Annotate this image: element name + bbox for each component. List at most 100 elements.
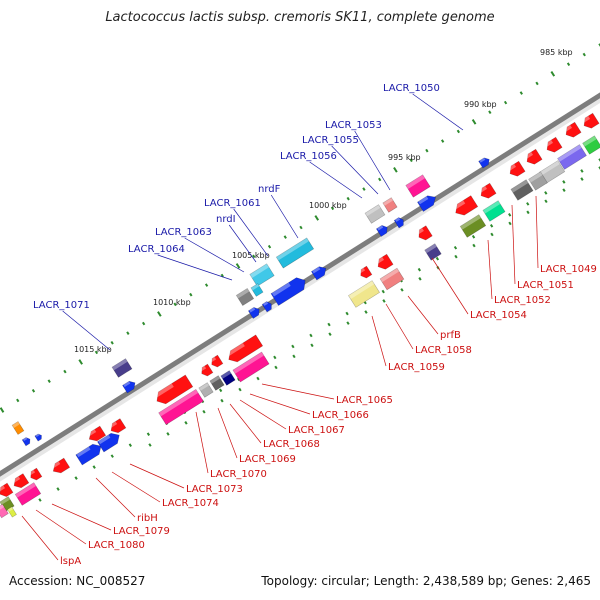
gene-feature: [158, 388, 204, 426]
leader-line: [354, 130, 391, 191]
tick-mark: [128, 443, 132, 447]
leader-line: [239, 399, 287, 430]
gene-feature: [482, 200, 506, 222]
leader-line: [309, 161, 363, 199]
tick-mark: [220, 273, 224, 278]
gene-feature: [358, 265, 373, 279]
gene-label-LACR_1053: LACR_1053: [325, 120, 382, 131]
gene-feature: [51, 457, 71, 474]
tick-mark: [38, 498, 42, 502]
tick-mark: [31, 388, 36, 393]
gene-feature: [478, 157, 490, 169]
gene-feature: [7, 506, 17, 518]
accession-label: Accession: NC_008527: [9, 574, 146, 588]
tick-mark: [508, 221, 512, 226]
gene-feature: [209, 375, 225, 391]
leader-line: [261, 383, 335, 400]
kbp-label: 1015 kbp: [74, 345, 112, 354]
gene-feature: [379, 267, 405, 291]
tick-mark: [110, 454, 114, 458]
gene-label-LACR_1065: LACR_1065: [336, 395, 393, 406]
leader-line: [95, 477, 136, 518]
gene-label-prfB: prfB: [440, 330, 461, 341]
gene-feature: [563, 121, 582, 138]
tick-mark: [56, 487, 60, 491]
gene-feature: [524, 148, 543, 165]
tick-mark: [490, 232, 494, 237]
tick-mark: [173, 302, 177, 307]
gene-label-nrdI: nrdI: [216, 214, 236, 225]
gene-feature: [220, 370, 236, 386]
tick-mark: [110, 340, 114, 345]
gene-label-lspA: lspA: [60, 556, 81, 567]
leader-line: [111, 471, 161, 503]
tick-mark: [362, 187, 366, 191]
gene-feature: [0, 482, 14, 497]
gene-feature: [528, 171, 548, 191]
gene-feature: [75, 443, 102, 466]
gene-label-ribH: ribH: [137, 513, 158, 524]
tick-mark: [503, 100, 508, 105]
tick-mark: [291, 344, 295, 349]
tick-mark: [580, 177, 584, 181]
tick-mark: [472, 243, 476, 248]
tick-mark: [526, 210, 530, 215]
leader-line: [21, 515, 59, 561]
gene-label-LACR_1066: LACR_1066: [312, 410, 369, 421]
leader-line: [229, 403, 262, 444]
gene-feature: [557, 144, 587, 170]
tick-mark: [418, 276, 422, 281]
tick-mark: [519, 91, 523, 95]
tick-mark: [202, 409, 206, 414]
gene-feature: [232, 351, 270, 383]
tick-mark: [238, 387, 242, 392]
gene-feature: [453, 195, 479, 216]
tick-mark: [346, 196, 350, 201]
tick-mark: [63, 369, 67, 374]
leader-line: [157, 254, 233, 281]
gene-label-LACR_1058: LACR_1058: [415, 345, 472, 356]
gene-feature: [582, 135, 600, 155]
gene-label-LACR_1068: LACR_1068: [263, 439, 320, 450]
gene-feature: [34, 433, 42, 442]
tick-mark: [252, 254, 256, 259]
tick-mark: [184, 421, 188, 425]
tick-mark: [166, 432, 170, 436]
tick-mark: [535, 81, 539, 86]
tick-mark: [562, 188, 566, 192]
leader-line: [35, 509, 87, 545]
gene-labels: LACR_1050 LACR_1053 LACR_1055 LACR_1056 nrdF…: [33, 83, 597, 567]
gene-feature: [11, 421, 25, 435]
tick-mark: [292, 354, 296, 359]
tick-mark: [47, 379, 51, 383]
tick-mark: [274, 365, 278, 370]
gene-label-LACR_1071: LACR_1071: [33, 300, 90, 311]
gene-feature: [375, 253, 394, 270]
tick-mark: [126, 331, 130, 335]
gene-feature: [154, 374, 194, 405]
tick-mark: [417, 267, 422, 272]
gene-feature: [382, 197, 398, 213]
leader-line: [62, 310, 111, 351]
leader-line: [233, 208, 269, 257]
gene-feature: [364, 204, 386, 224]
gene-label-LACR_1050: LACR_1050: [383, 83, 440, 94]
tick-mark: [157, 311, 162, 317]
tick-mark: [544, 199, 548, 204]
tick-mark: [378, 177, 382, 182]
tick-mark: [409, 158, 413, 163]
gene-label-nrdF: nrdF: [258, 184, 281, 195]
gene-label-LACR_1056: LACR_1056: [280, 151, 337, 162]
tick-mark: [471, 234, 476, 239]
tick-mark: [582, 52, 586, 57]
leader-line: [431, 257, 469, 315]
tick-mark: [393, 167, 398, 173]
tick-mark: [218, 388, 223, 393]
gene-feature: [507, 160, 526, 177]
tick-mark: [92, 465, 96, 469]
tick-mark: [489, 224, 494, 228]
tick-mark: [566, 62, 571, 67]
tick-mark: [346, 321, 350, 325]
tick-mark: [562, 180, 566, 184]
gene-label-LACR_1049: LACR_1049: [540, 264, 597, 275]
